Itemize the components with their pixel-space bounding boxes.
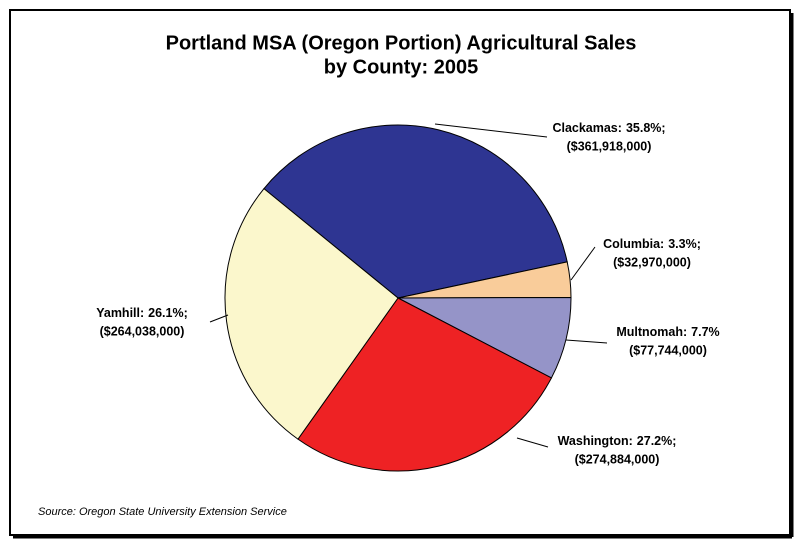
slice-label: Yamhill: 26.1%; [96,306,188,320]
percent-label: 27.2%; [637,434,677,448]
source-note: Source: Oregon State University Extensio… [38,506,287,518]
pie-slice [263,124,568,299]
sales-label: ($77,744,000) [629,343,707,357]
pie-slice [224,187,399,440]
sales-label: ($274,884,000) [575,452,660,466]
chart-title: by County: 2005 [324,56,478,78]
sales-label: ($32,970,000) [613,255,691,269]
category-name: Yamhill: [96,306,144,320]
percent-label: 35.8%; [626,121,666,135]
slice-label: Multnomah: 7.7% [616,325,719,339]
percent-label: 7.7% [691,325,720,339]
leader-line [209,314,229,323]
leader-line [434,123,548,138]
leader-line [565,339,608,344]
category-name: Multnomah: [616,325,687,339]
chart-title: Portland MSA (Oregon Portion) Agricultur… [166,32,637,54]
slice-label: Washington: 27.2%; [558,434,677,448]
sales-label: ($361,918,000) [567,139,652,153]
percent-label: 3.3%; [668,237,701,251]
pie-slice [297,297,553,472]
category-name: Columbia: [603,237,664,251]
category-name: Washington: [558,434,633,448]
percent-label: 26.1%; [148,306,188,320]
leader-line [516,437,549,448]
leader-line [570,246,596,281]
sales-label: ($264,038,000) [100,324,185,338]
category-name: Clackamas: [552,121,622,135]
slice-label: Columbia: 3.3%; [603,237,701,251]
slice-label: Clackamas: 35.8%; [552,121,665,135]
